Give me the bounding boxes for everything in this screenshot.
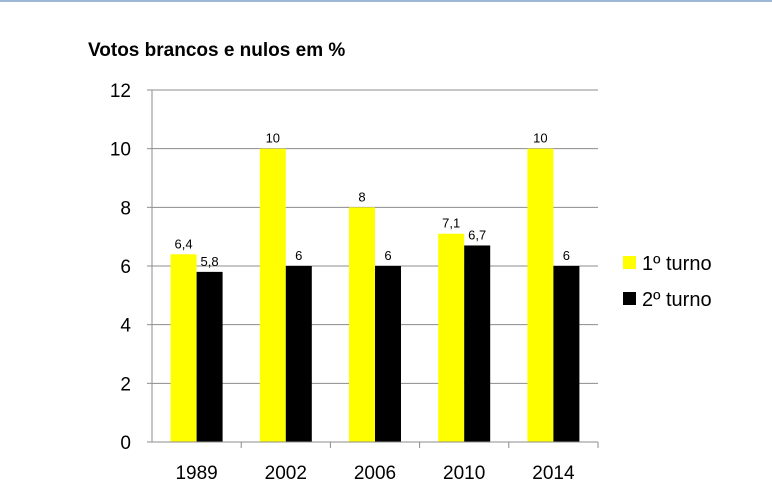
data-label: 6 bbox=[384, 248, 391, 263]
chart-title: Votos brancos e nulos em % bbox=[88, 40, 346, 61]
x-tick-label: 1989 bbox=[175, 463, 217, 484]
bar-turno2 bbox=[464, 245, 491, 442]
bar-turno1 bbox=[527, 148, 554, 442]
data-labels: 6,4 5,8 10 6 8 6 7,1 6,7 10 6 bbox=[175, 131, 570, 269]
y-tick-label: 6 bbox=[120, 257, 131, 278]
y-tick-label: 2 bbox=[120, 374, 131, 395]
data-label: 6 bbox=[563, 248, 570, 263]
data-label: 6 bbox=[295, 248, 302, 263]
bar-turno1 bbox=[170, 254, 197, 442]
data-label: 8 bbox=[358, 189, 365, 204]
data-label: 6,7 bbox=[468, 227, 486, 242]
data-label: 5,8 bbox=[201, 254, 219, 269]
x-tick-label: 2006 bbox=[354, 463, 396, 484]
y-tick-label: 0 bbox=[120, 433, 131, 454]
y-axis: 0 2 4 6 8 10 12 bbox=[110, 81, 153, 454]
y-tick-label: 12 bbox=[110, 81, 131, 102]
x-tick-label: 2002 bbox=[265, 463, 307, 484]
data-label: 10 bbox=[533, 131, 547, 146]
data-label: 10 bbox=[266, 131, 280, 146]
legend: 1º turno 2º turno bbox=[623, 253, 712, 311]
legend-label: 2º turno bbox=[642, 289, 712, 311]
legend-swatch bbox=[623, 256, 636, 269]
x-axis: 1989 2002 2006 2010 2014 bbox=[152, 441, 599, 484]
x-tick-label: 2014 bbox=[532, 463, 575, 484]
bar-turno1 bbox=[438, 233, 465, 442]
y-tick-label: 4 bbox=[120, 316, 131, 337]
legend-swatch bbox=[623, 292, 636, 305]
y-tick-label: 8 bbox=[120, 198, 131, 219]
bar-turno2 bbox=[285, 266, 312, 442]
legend-label: 1º turno bbox=[642, 253, 712, 275]
top-border bbox=[0, 0, 772, 2]
data-label: 6,4 bbox=[175, 236, 193, 251]
x-tick-label: 2010 bbox=[443, 463, 485, 484]
bar-turno1 bbox=[259, 148, 286, 442]
y-tick-label: 10 bbox=[110, 140, 131, 161]
data-label: 7,1 bbox=[442, 216, 460, 231]
bar-turno2 bbox=[553, 266, 580, 442]
bar-turno2 bbox=[196, 271, 223, 442]
bar-turno2 bbox=[375, 266, 401, 442]
bar-turno1 bbox=[349, 207, 375, 442]
bars bbox=[170, 148, 580, 442]
